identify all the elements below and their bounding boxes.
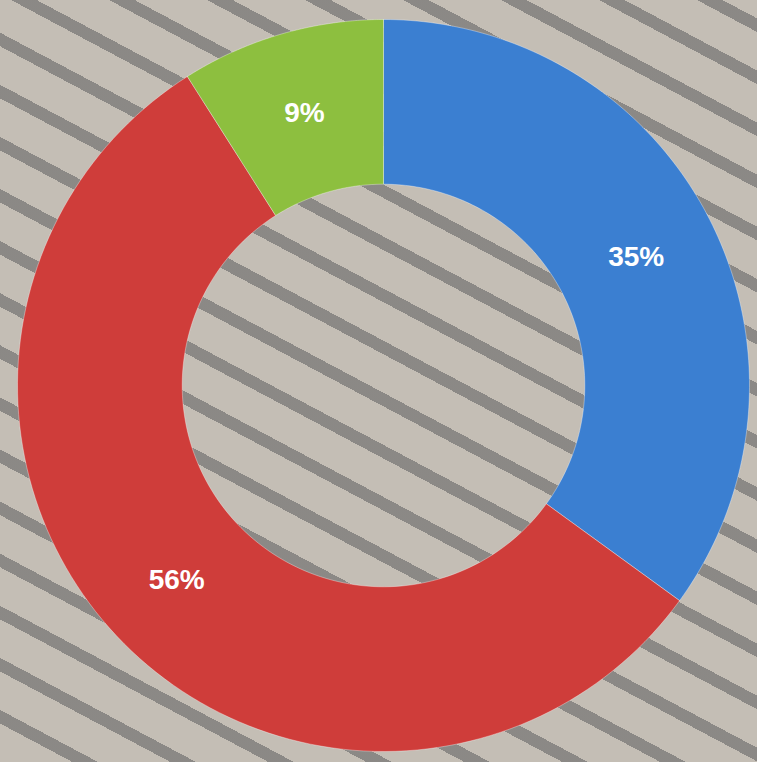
svg-text:35%: 35% xyxy=(608,241,664,272)
svg-text:9%: 9% xyxy=(284,97,325,128)
svg-text:56%: 56% xyxy=(149,564,205,595)
